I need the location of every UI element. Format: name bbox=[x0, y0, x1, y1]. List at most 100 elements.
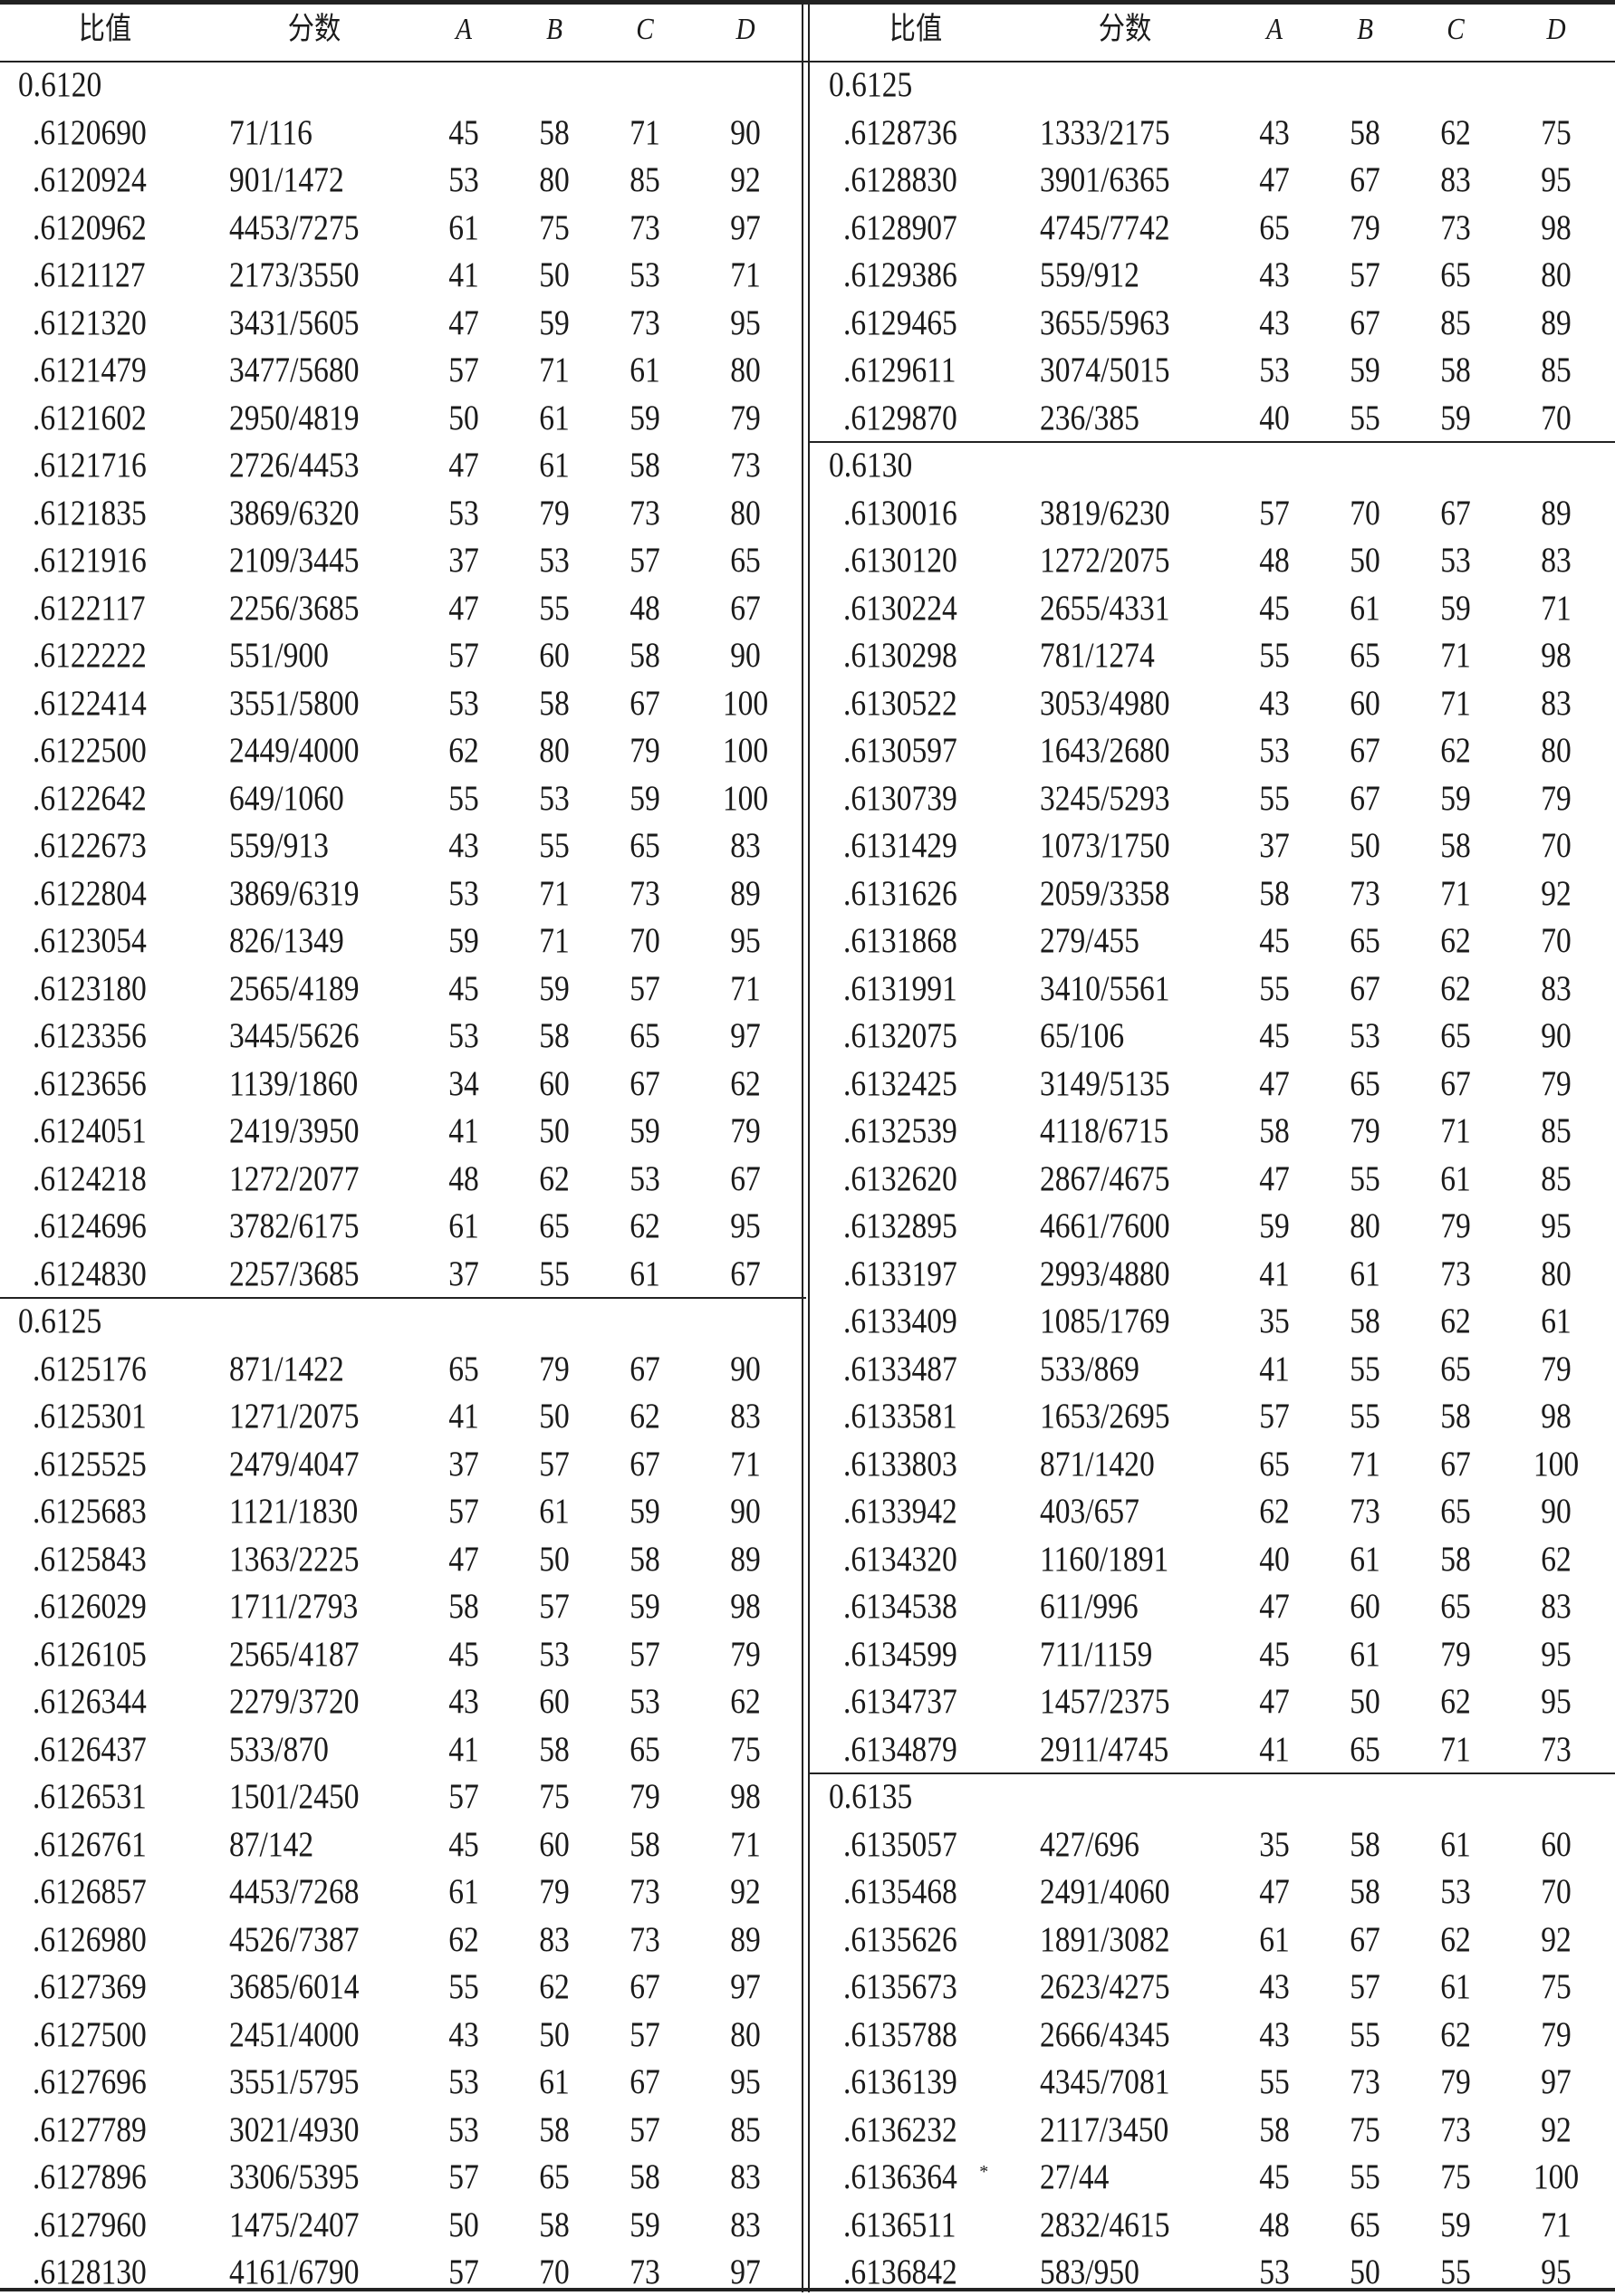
cell-d: 71 bbox=[1539, 585, 1574, 632]
cell-a: 40 bbox=[1257, 395, 1293, 442]
cell-ratio: .6136842 bbox=[843, 2249, 976, 2296]
cell-b-text: 61 bbox=[539, 2062, 570, 2101]
cell-c-text: 67 bbox=[630, 2062, 660, 2101]
cell-fraction: 3410/5561 bbox=[1040, 965, 1191, 1013]
cell-fraction-text: 2059/3358 bbox=[1040, 873, 1170, 913]
cell-b-text: 79 bbox=[539, 493, 570, 533]
cell-fraction: 1643/2680 bbox=[1040, 727, 1191, 774]
cell-c-text: 73 bbox=[630, 493, 660, 533]
cell-a: 34 bbox=[447, 1061, 482, 1108]
cell-b-text: 57 bbox=[1350, 255, 1380, 294]
cell-c-text: 67 bbox=[630, 1349, 660, 1388]
cell-c: 58 bbox=[628, 442, 663, 489]
cell-b-text: 58 bbox=[1350, 1824, 1380, 1864]
cell-fraction-text: 1653/2695 bbox=[1040, 1397, 1170, 1436]
cell-b: 60 bbox=[1348, 1583, 1383, 1630]
cell-d: 80 bbox=[728, 2012, 764, 2059]
cell-c: 83 bbox=[1438, 157, 1474, 204]
cell-c-text: 73 bbox=[630, 1919, 660, 1959]
cell-a-text: 65 bbox=[1259, 1444, 1290, 1484]
cell-b-text: 60 bbox=[539, 1063, 570, 1103]
cell-c-text: 65 bbox=[1440, 1587, 1471, 1626]
group-label: 0.6125 bbox=[18, 1298, 115, 1345]
cell-ratio: .6136511 bbox=[843, 2202, 975, 2249]
cell-d-text: 60 bbox=[1541, 1824, 1572, 1864]
cell-d-text: 73 bbox=[730, 446, 761, 485]
cell-a: 47 bbox=[1257, 157, 1293, 204]
cell-c: 59 bbox=[628, 395, 663, 442]
cell-fraction-text: 3053/4980 bbox=[1040, 683, 1170, 723]
cell-d-text: 79 bbox=[730, 1634, 761, 1674]
cell-b: 67 bbox=[1348, 157, 1383, 204]
cell-fraction: 3053/4980 bbox=[1040, 680, 1191, 727]
cell-d: 71 bbox=[1539, 2202, 1574, 2249]
cell-fraction: 65/106 bbox=[1040, 1013, 1138, 1060]
cell-a: 50 bbox=[447, 2202, 482, 2249]
cell-c: 79 bbox=[1438, 2059, 1474, 2106]
cell-a-text: 47 bbox=[1259, 1158, 1290, 1198]
cell-b-text: 59 bbox=[539, 968, 570, 1008]
cell-d-text: 85 bbox=[730, 2109, 761, 2149]
cell-ratio: .6126105 bbox=[33, 1631, 165, 1678]
cell-a-text: 41 bbox=[1259, 1254, 1290, 1293]
cell-fraction-text: 279/455 bbox=[1040, 921, 1139, 960]
cell-a-text: 61 bbox=[448, 1206, 479, 1245]
cell-d: 97 bbox=[1539, 2059, 1574, 2106]
cell-ratio-text: .6126105 bbox=[33, 1634, 147, 1674]
cell-fraction-text: 551/900 bbox=[229, 636, 329, 675]
cell-b-text: 67 bbox=[1350, 303, 1380, 342]
cell-c: 70 bbox=[628, 917, 663, 965]
cell-fraction-text: 1160/1891 bbox=[1040, 1539, 1169, 1579]
cell-fraction: 2256/3685 bbox=[229, 585, 380, 632]
column-header-a: A bbox=[455, 6, 474, 53]
cell-c-text: 57 bbox=[630, 2014, 660, 2054]
cell-d-text: 90 bbox=[730, 636, 761, 675]
cell-d-text: 92 bbox=[730, 160, 761, 199]
cell-b: 55 bbox=[537, 1251, 572, 1298]
cell-d-text: 71 bbox=[730, 255, 761, 294]
cell-c: 58 bbox=[1438, 347, 1474, 394]
cell-c-text: 58 bbox=[630, 2157, 660, 2196]
cell-a: 37 bbox=[447, 1441, 482, 1488]
cell-a: 47 bbox=[447, 1536, 482, 1583]
cell-fraction: 1272/2077 bbox=[229, 1156, 380, 1203]
cell-a: 57 bbox=[447, 2154, 482, 2201]
cell-d-text: 80 bbox=[730, 493, 761, 533]
cell-d: 89 bbox=[728, 870, 764, 917]
cell-ratio: .6134737 bbox=[843, 1678, 976, 1725]
cell-b: 65 bbox=[1348, 632, 1383, 679]
cell-d-text: 100 bbox=[1533, 2157, 1580, 2196]
cell-ratio-text: .6132620 bbox=[843, 1158, 957, 1198]
cell-b: 58 bbox=[537, 2107, 572, 2154]
cell-b-text: 57 bbox=[539, 1587, 570, 1626]
cell-fraction-text: 3410/5561 bbox=[1040, 968, 1170, 1008]
cell-d: 90 bbox=[728, 632, 764, 679]
cell-fraction-text: 3685/6014 bbox=[229, 1967, 360, 2006]
cell-b-text: 55 bbox=[1350, 1349, 1380, 1388]
cell-c-text: 85 bbox=[630, 160, 660, 199]
cell-fraction-text: 2950/4819 bbox=[229, 398, 360, 437]
cell-fraction-text: 4661/7600 bbox=[1040, 1206, 1170, 1245]
cell-d: 90 bbox=[728, 1346, 764, 1393]
cell-d: 79 bbox=[1539, 1061, 1574, 1108]
cell-fraction-text: 2666/4345 bbox=[1040, 2014, 1170, 2054]
cell-fraction: 1121/1830 bbox=[229, 1488, 379, 1535]
cell-c-text: 62 bbox=[1440, 112, 1471, 152]
cell-d: 71 bbox=[728, 252, 764, 299]
cell-b: 67 bbox=[1348, 965, 1383, 1013]
cell-a-text: 55 bbox=[1259, 2062, 1290, 2101]
cell-a-text: 41 bbox=[448, 1397, 479, 1436]
cell-c-text: 61 bbox=[630, 1254, 660, 1293]
cell-c: 62 bbox=[1438, 1298, 1474, 1345]
cell-ratio: .6121320 bbox=[33, 300, 165, 347]
cell-a: 45 bbox=[447, 1631, 482, 1678]
cell-ratio-text: .6130522 bbox=[843, 683, 957, 723]
cell-fraction-text: 3869/6320 bbox=[229, 493, 360, 533]
cell-fraction-text: 2655/4331 bbox=[1040, 588, 1170, 628]
cell-c: 67 bbox=[628, 2059, 663, 2106]
cell-fraction-text: 3149/5135 bbox=[1040, 1063, 1170, 1103]
cell-b: 59 bbox=[1348, 347, 1383, 394]
cell-ratio: .6129386 bbox=[843, 252, 976, 299]
cell-c-text: 65 bbox=[1440, 1349, 1471, 1388]
cell-fraction-text: 2479/4047 bbox=[229, 1444, 360, 1484]
